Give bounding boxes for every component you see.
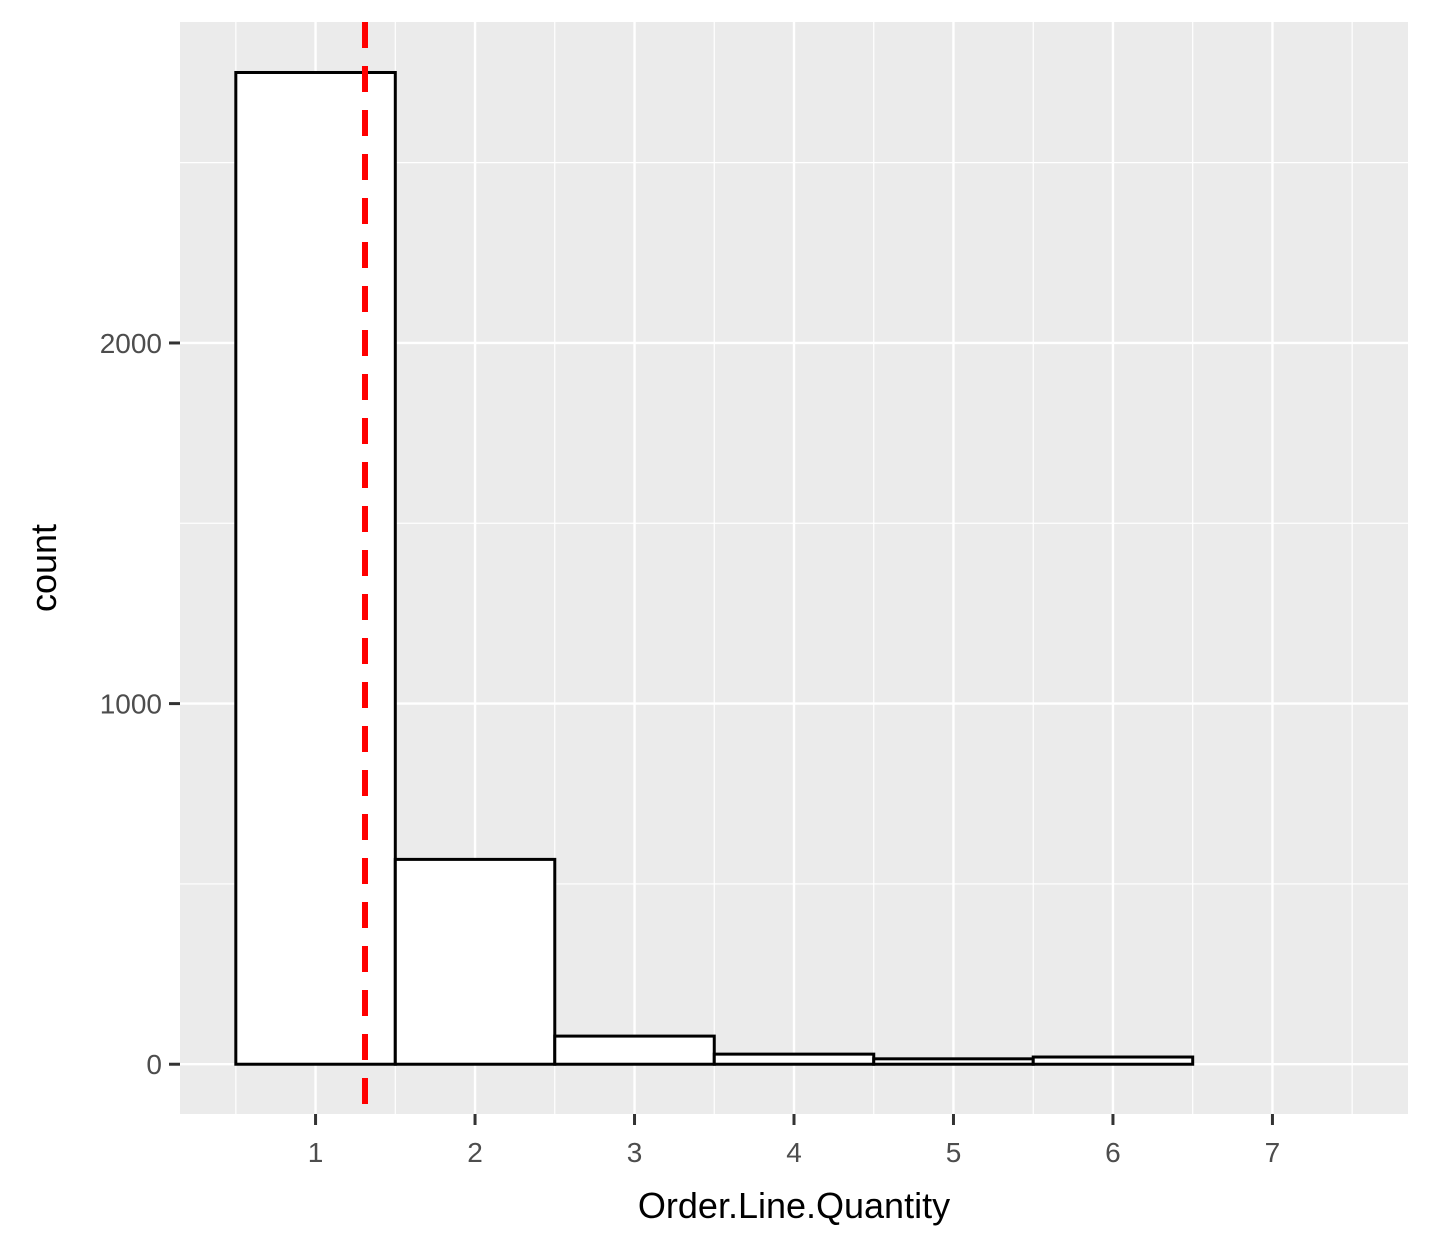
histogram-bars [234, 70, 1195, 1066]
y-axis-title: count [23, 524, 64, 612]
x-axis-title: Order.Line.Quantity [638, 1185, 950, 1226]
histogram-bar [553, 1034, 716, 1066]
y-axis: 0 1000 2000 [100, 328, 180, 1080]
y-tick-label: 0 [146, 1049, 162, 1080]
histogram-bar [1031, 1055, 1195, 1066]
x-tick-label: 4 [786, 1137, 802, 1168]
histogram-bar [393, 857, 557, 1066]
histogram-bar [712, 1052, 876, 1066]
x-tick-label: 6 [1105, 1137, 1121, 1168]
y-tick-label: 1000 [100, 689, 162, 720]
histogram-bar [234, 70, 397, 1066]
x-tick-label: 5 [946, 1137, 962, 1168]
x-tick-label: 2 [467, 1137, 483, 1168]
y-tick-label: 2000 [100, 328, 162, 359]
x-tick-label: 7 [1265, 1137, 1281, 1168]
histogram-bar [872, 1057, 1035, 1066]
x-tick-label: 3 [627, 1137, 643, 1168]
x-axis: 1 2 3 4 5 6 7 [308, 1114, 1280, 1168]
x-tick-label: 1 [308, 1137, 324, 1168]
